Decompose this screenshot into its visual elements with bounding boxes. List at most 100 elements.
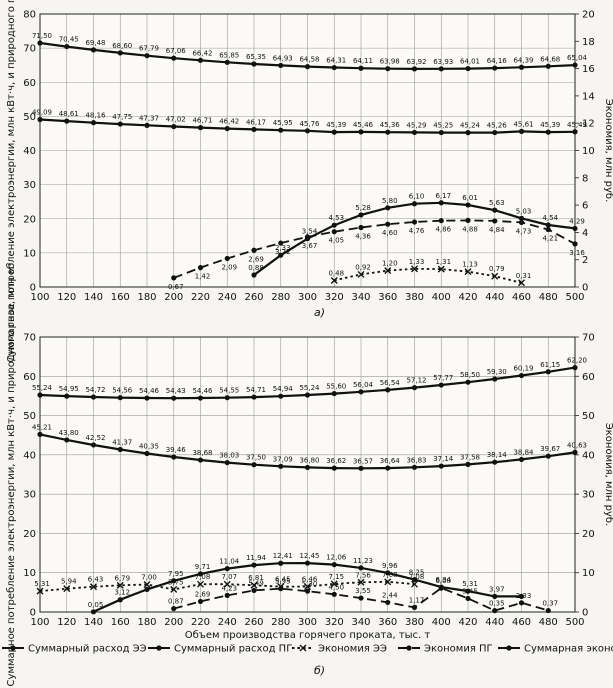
data-point	[64, 393, 70, 399]
data-point	[331, 129, 337, 135]
data-label: 66,42	[192, 49, 212, 57]
legend-marker	[299, 644, 307, 652]
data-label: 54,95	[59, 385, 79, 393]
data-point	[331, 465, 337, 471]
data-label: 5,31	[462, 580, 478, 588]
data-point	[357, 578, 365, 586]
data-label: 41,37	[112, 438, 132, 446]
data-label: 6,79	[114, 574, 130, 582]
data-label: 3,54	[302, 228, 318, 236]
x-tick-label: 360	[378, 292, 397, 303]
data-label: 36,62	[326, 457, 346, 465]
data-point	[518, 215, 525, 221]
data-point	[37, 431, 43, 437]
data-point	[144, 450, 150, 457]
data-point	[545, 607, 551, 614]
data-point	[438, 463, 444, 469]
data-point	[197, 457, 204, 463]
data-label: 6,81	[248, 574, 264, 582]
data-label: 9,96	[382, 562, 398, 570]
x-tick-label: 320	[325, 292, 344, 303]
data-point	[144, 586, 150, 593]
data-label: 6,01	[462, 194, 478, 202]
data-label: 64,58	[299, 56, 319, 64]
data-label: 6,43	[88, 576, 104, 584]
data-point	[358, 129, 364, 135]
y-tick-label-left: 50	[23, 112, 36, 123]
data-point	[572, 62, 578, 68]
data-point	[278, 560, 284, 566]
data-label: 54,43	[166, 387, 186, 395]
data-point	[117, 50, 123, 56]
data-point	[411, 464, 418, 470]
y-tick-label-left: 80	[23, 10, 36, 21]
y-tick-label-left: 70	[23, 44, 36, 55]
data-point	[197, 125, 204, 131]
data-point	[171, 605, 177, 612]
y-tick-label-right: 40	[582, 450, 595, 461]
data-label: 4,05	[328, 237, 344, 245]
data-point	[90, 583, 97, 591]
x-tick-label: 100	[30, 617, 49, 628]
data-label: 6,10	[409, 193, 425, 201]
legend-label: Экономия ПГ	[424, 644, 493, 655]
data-label: 2,33	[275, 244, 291, 252]
y-tick-label-right: 12	[582, 119, 595, 130]
data-label: 40,35	[139, 442, 159, 450]
data-label: 2,69	[248, 255, 264, 263]
y-tick-label-right: 70	[582, 333, 595, 344]
data-point	[545, 222, 551, 228]
data-label: 60,19	[513, 365, 533, 373]
y-tick-label-left: 40	[23, 450, 36, 461]
x-tick-label: 420	[458, 292, 477, 303]
data-label: 39,67	[540, 445, 560, 453]
data-label: 0,88	[248, 264, 264, 272]
data-label: 62,20	[567, 357, 587, 365]
data-label: 48,16	[85, 112, 106, 120]
y-tick-label-left: 0	[30, 283, 36, 294]
data-label: 2,09	[221, 263, 237, 271]
x-tick-label: 240	[218, 617, 237, 628]
data-label: 48,61	[59, 110, 79, 118]
data-point	[518, 593, 525, 600]
data-label: 45,46	[353, 121, 374, 129]
data-label: 2,44	[382, 591, 398, 599]
y-axis-title-right: Экономия, млн руб.	[603, 99, 613, 202]
data-point	[331, 222, 337, 228]
data-point	[117, 446, 123, 453]
x-tick-label: 340	[351, 292, 370, 303]
data-label: 5,49	[248, 579, 264, 587]
x-axis-title: Объем производства горячего проката, тыс…	[185, 630, 431, 641]
data-point	[144, 53, 150, 59]
y-tick-label-right: 50	[582, 411, 595, 422]
data-label: 67,06	[166, 47, 187, 55]
legend-label: Суммарный расход ПГ	[174, 644, 292, 655]
x-tick-label: 140	[84, 292, 103, 303]
data-point	[90, 47, 97, 53]
data-point	[385, 465, 391, 471]
x-tick-label: 100	[30, 292, 49, 303]
data-label: 45,39	[326, 121, 346, 129]
x-tick-label: 480	[539, 292, 558, 303]
data-point	[278, 393, 284, 399]
data-label: 45,24	[460, 122, 481, 130]
data-point	[545, 129, 551, 135]
data-point	[63, 585, 71, 593]
data-label: 4,36	[355, 232, 371, 240]
data-point	[411, 201, 418, 207]
data-point	[491, 272, 499, 280]
x-tick-label: 160	[111, 617, 130, 628]
data-label: 46,42	[219, 118, 239, 126]
x-tick-label: 400	[432, 292, 451, 303]
data-point	[358, 465, 364, 471]
data-point	[437, 265, 445, 273]
data-label: 46,71	[192, 117, 212, 125]
data-label: 54,94	[273, 385, 294, 393]
data-label: 55,24	[299, 384, 320, 392]
y-tick-label-left: 10	[23, 248, 36, 259]
data-label: 47,02	[166, 116, 186, 124]
y-tick-label-right: 8	[582, 173, 588, 184]
data-label: 6,45	[275, 576, 291, 584]
data-point	[465, 379, 471, 385]
data-point	[171, 123, 177, 130]
